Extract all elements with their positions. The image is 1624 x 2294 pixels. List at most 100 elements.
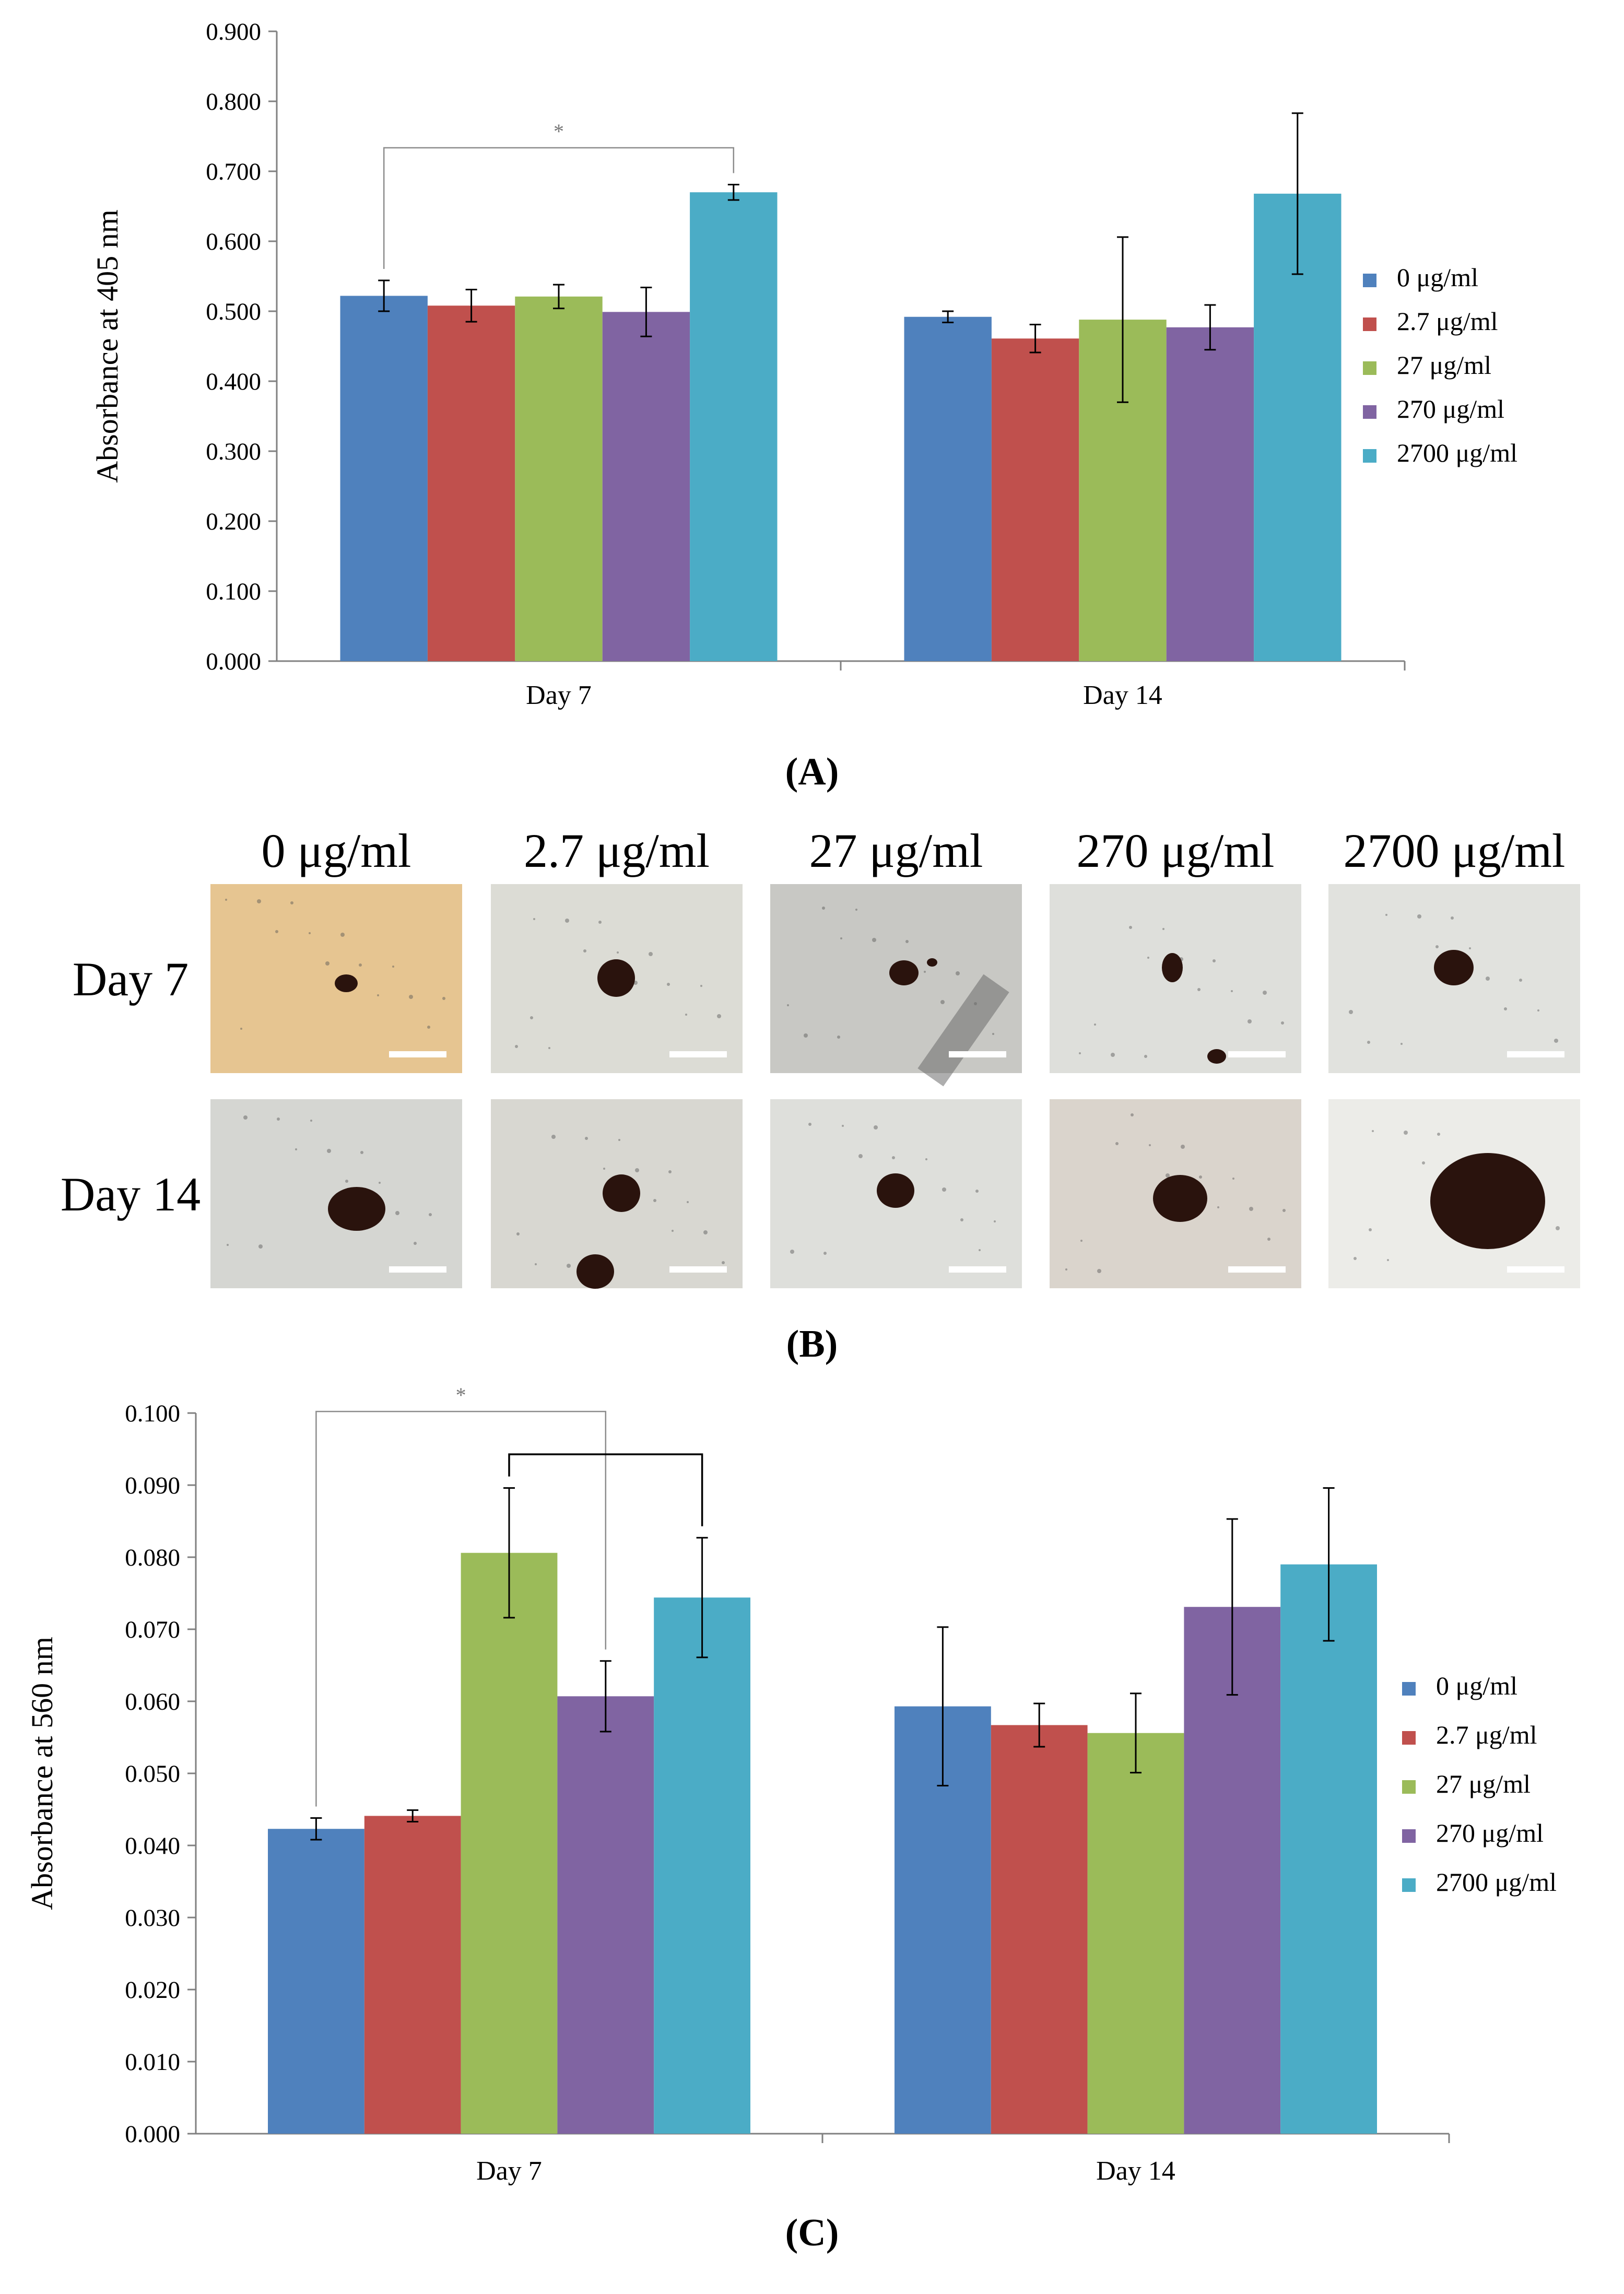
error-bar [378,279,390,312]
legend-swatch [1363,449,1376,463]
micrograph-speckle [892,1156,895,1159]
micrograph-speckle [258,1244,263,1249]
micrograph-speckle [257,899,261,903]
legend-swatch [1402,1682,1416,1696]
y-axis-label: Absorbance at 405 nm [90,209,124,483]
stained-nodule [1434,950,1474,985]
bar-day7-series1 [427,305,515,661]
micrograph-speckle [1404,1131,1408,1135]
micrograph-speckle [533,918,535,920]
micrograph-speckle [1422,1161,1425,1164]
micrograph-day7-col0 [210,884,462,1073]
error-bar [553,284,564,310]
bar-day7-series0 [340,296,428,661]
micrograph-speckle [653,1199,656,1202]
micrograph-speckle [1367,1041,1370,1044]
bar-day14-series1 [991,1725,1088,2134]
micrograph-speckle [942,1187,946,1192]
legend-swatch [1363,274,1376,287]
micrograph-speckle [717,1014,721,1018]
bracket-line [315,1410,607,1807]
stained-nodule [328,1187,385,1231]
error-bar [942,310,954,323]
micrograph-speckle [905,940,909,943]
micrograph-speckle [1282,1209,1286,1212]
micrograph-speckle [414,1242,417,1245]
micrograph-speckle [1556,1226,1560,1230]
micrograph-speckle [309,932,311,934]
error-bar [465,288,477,323]
bracket-line [508,1453,703,1526]
micrograph-speckle [427,1026,430,1029]
micrograph-speckle [1115,1142,1119,1145]
y-tick-label: 0.500 [206,298,261,325]
micrograph-speckle [1149,1144,1151,1146]
error-bar [727,183,739,201]
legend-swatch [1402,1829,1416,1843]
column-header: 27 μg/ml [809,824,983,877]
x-tick-label: Day 7 [526,680,592,710]
panel-label-b: (B) [786,1323,838,1366]
column-header: 0 μg/ml [261,824,411,877]
legend-entry: 270 μg/ml [1397,394,1504,423]
chart-a: 0.000 0.100 0.200 0.300 0.400 0.500 0.600 0.700… [90,18,1517,710]
micrograph-speckle [1451,916,1454,920]
micrograph-speckle [1437,1133,1440,1136]
row-label: Day 7 [73,952,189,1006]
micrograph-speckle [585,1137,588,1140]
y-tick-label: 0.100 [125,1400,180,1427]
micrograph-speckle [325,961,329,966]
micrograph-speckle [703,1230,708,1234]
panel-b-micrographs: 0 μg/ml 2.7 μg/ml 27 μg/ml 270 μg/ml 2700 μg… [61,824,1580,1289]
panel-label-c: (C) [785,2211,839,2254]
error-bar [1323,1487,1335,1642]
scale-bar [1507,1051,1564,1057]
stained-nodule [889,960,919,985]
micrograph-speckle [823,1252,827,1255]
micrograph-speckle [874,1125,878,1130]
column-header: 2.7 μg/ml [524,824,710,877]
micrograph-speckle [855,909,857,911]
micrograph-speckle [345,1180,348,1183]
y-tick-label: 0.060 [125,1688,180,1715]
stained-nodule [597,959,635,997]
legend-entry: 2.7 μg/ml [1397,307,1498,336]
micrograph-speckle [992,1033,994,1035]
micrograph-speckle [1263,991,1267,995]
y-axis-label: Absorbance at 560 nm [25,1637,59,1910]
scale-bar [389,1051,446,1057]
micrograph-speckle [1281,1021,1284,1025]
stained-nodule [1162,953,1183,982]
micrograph-day7-col1 [491,884,743,1073]
stained-nodule [335,974,358,992]
significance-star: * [456,1383,466,1407]
micrograph-speckle [956,971,960,975]
micrograph-speckle [277,1117,280,1121]
micrograph-day14-col0 [210,1099,462,1288]
legend: 0 μg/ml 2.7 μg/ml 27 μg/ml 270 μg/ml 2700 μg… [1402,1671,1557,1897]
micrograph-speckle [924,971,926,973]
chart-c: 0.000 0.010 0.020 0.030 0.040 0.050 0.060 0.070… [25,1383,1557,2186]
bar-day14-series2 [1087,1733,1184,2134]
micrograph-speckle [442,997,445,1000]
legend-entry: 27 μg/ml [1436,1769,1531,1798]
scale-bar [1228,1051,1286,1057]
y-tick-label: 0.300 [206,438,261,465]
micrograph-speckle [359,963,362,967]
micrograph-speckle [858,1154,863,1158]
micrograph-day14-col1 [491,1099,743,1289]
micrograph-speckle [1519,979,1522,982]
column-header: 2700 μg/ml [1343,824,1565,877]
y-tick-label: 0.800 [206,88,261,115]
micrograph-speckle [1554,1039,1558,1043]
micrograph-speckle [290,901,293,904]
micrograph-speckle [1144,1055,1147,1058]
micrograph-day7-col2 [770,884,1022,1087]
bar-day7-series4 [690,192,778,661]
micrograph-speckle [1354,1257,1357,1260]
micrograph-speckle [360,1151,363,1154]
bar-day7-series1 [364,1816,461,2134]
significance-star: * [554,120,564,143]
error-bar [1033,1702,1045,1748]
y-tick-label: 0.090 [125,1472,180,1499]
